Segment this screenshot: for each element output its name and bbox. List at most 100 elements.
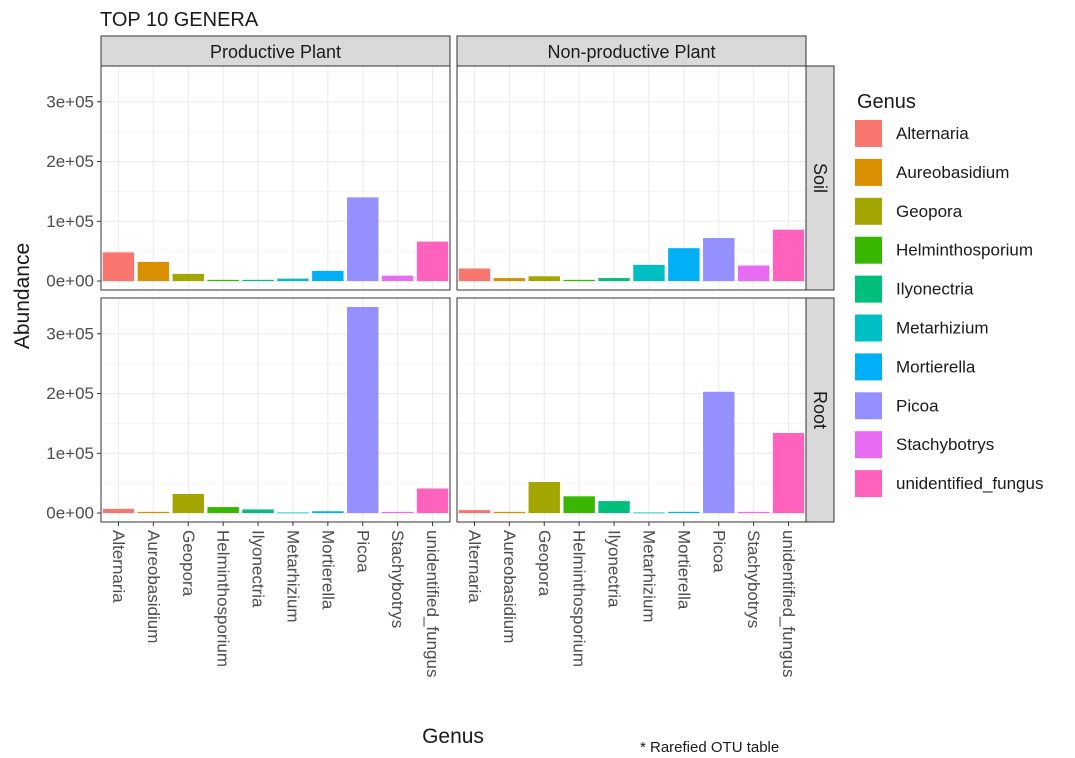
y-tick-label: 0e+00	[46, 272, 94, 291]
bar-helminthosporium	[563, 496, 595, 514]
legend-key	[855, 314, 882, 342]
x-tick-label: Stachybotrys	[744, 530, 763, 628]
x-tick-label: Mortierella	[318, 530, 337, 610]
panel-background	[101, 66, 450, 290]
x-axis: Alternaria Aureobasidium Geopora Helminthos…	[109, 522, 798, 677]
legend-key	[855, 197, 882, 225]
x-tick-label: Helminthosporium	[214, 530, 233, 667]
bar-unidentified-fungus	[772, 432, 805, 514]
bar-alternaria	[458, 510, 491, 514]
x-tick-label: Geopora	[535, 530, 554, 597]
y-tick-label: 2e+05	[46, 152, 94, 171]
legend-key	[855, 158, 882, 186]
y-tick-label: 0e+00	[46, 504, 94, 523]
y-tick-label: 1e+05	[46, 444, 94, 463]
bar-metarhizium	[633, 264, 665, 282]
legend-label: Alternaria	[896, 124, 969, 143]
panel-background	[101, 298, 450, 522]
bar-aureobasidium	[493, 511, 526, 514]
bar-unidentified-fungus	[416, 488, 449, 514]
panel	[100, 65, 451, 291]
x-tick-label: Mortierella	[674, 530, 693, 610]
bar-picoa	[347, 197, 379, 282]
y-tick-label: 2e+05	[46, 384, 94, 403]
y-axis: 0e+00 1e+05 2e+05 3e+05 0e+00 1e+05 2e+05 3e+05	[46, 92, 101, 523]
legend-label: Ilyonectria	[896, 280, 974, 299]
legend-key	[855, 275, 882, 303]
bar-unidentified-fungus	[416, 241, 449, 282]
bar-helminthosporium	[207, 279, 239, 282]
bar-mortierella	[668, 511, 700, 514]
x-tick-label: Aureobasidium	[500, 530, 519, 643]
facet-strip-row	[805, 65, 835, 291]
bar-unidentified-fungus	[772, 229, 805, 282]
legend-label: unidentified_fungus	[896, 474, 1043, 493]
x-tick-label: Ilyonectria	[605, 530, 624, 608]
panel-border	[456, 65, 807, 291]
x-tick-label: Ilyonectria	[249, 530, 268, 608]
legend-label: Aureobasidium	[896, 163, 1009, 182]
x-axis-title: Genus	[422, 725, 484, 748]
panels: Productive Plant Non-productive Plant Soil…	[100, 35, 835, 523]
x-tick-label: Picoa	[709, 530, 728, 573]
bar-alternaria	[102, 252, 135, 282]
facet-label-row: Root	[810, 391, 830, 429]
bar-metarhizium	[277, 512, 309, 514]
bar-stachybotrys	[737, 265, 770, 282]
panel-border	[100, 65, 451, 291]
y-tick-label: 3e+05	[46, 324, 94, 343]
bar-stachybotrys	[737, 511, 770, 514]
legend: Genus Alternaria Aureobasidium Geopora Helm…	[855, 91, 1043, 498]
chart-title: TOP 10 GENERA	[100, 9, 259, 31]
bar-aureobasidium	[137, 261, 170, 282]
legend-key	[855, 431, 882, 459]
bar-picoa	[347, 306, 379, 514]
legend-label: Picoa	[896, 396, 939, 415]
x-tick-label: unidentified_fungus	[423, 530, 442, 677]
bar-mortierella	[312, 270, 344, 282]
bar-helminthosporium	[563, 279, 595, 282]
panel	[456, 297, 807, 523]
legend-key	[855, 236, 882, 264]
facet-label-row: Soil	[810, 163, 830, 193]
x-tick-label: Metarhizium	[283, 530, 302, 623]
panel-background	[457, 298, 806, 522]
bar-ilyonectria	[598, 501, 630, 514]
legend-key	[855, 120, 882, 147]
bar-aureobasidium	[137, 511, 170, 514]
facet-strip-row	[805, 297, 835, 523]
legend-title: Genus	[857, 91, 916, 113]
panel-border	[456, 297, 807, 523]
bar-aureobasidium	[493, 278, 526, 282]
panel	[100, 297, 451, 523]
bar-mortierella	[668, 248, 700, 282]
bar-alternaria	[102, 508, 135, 514]
x-tick-label: Alternaria	[109, 530, 128, 603]
y-tick-label: 1e+05	[46, 212, 94, 231]
bar-geopora	[528, 276, 560, 282]
x-tick-label: Picoa	[353, 530, 372, 573]
bar-stachybotrys	[381, 275, 414, 282]
legend-key	[855, 392, 882, 420]
bar-geopora	[172, 493, 204, 514]
y-axis-title: Abundance	[11, 243, 34, 349]
bar-alternaria	[458, 268, 491, 282]
y-tick-label: 3e+05	[46, 92, 94, 111]
x-tick-label: unidentified_fungus	[779, 530, 798, 677]
facet-label-column: Non-productive Plant	[547, 42, 715, 62]
bar-metarhizium	[633, 512, 665, 514]
panel-background	[457, 66, 806, 290]
legend-label: Helminthosporium	[896, 241, 1033, 260]
footnote: * Rarefied OTU table	[640, 739, 779, 756]
facet-label-column: Productive Plant	[210, 42, 341, 62]
panel-border	[100, 297, 451, 523]
legend-label: Metarhizium	[896, 319, 989, 338]
bar-metarhizium	[277, 278, 309, 282]
legend-label: Stachybotrys	[896, 435, 994, 454]
bar-geopora	[528, 481, 560, 514]
bar-helminthosporium	[207, 507, 239, 514]
x-tick-label: Aureobasidium	[144, 530, 163, 643]
x-tick-label: Geopora	[179, 530, 198, 597]
legend-label: Geopora	[896, 202, 963, 221]
